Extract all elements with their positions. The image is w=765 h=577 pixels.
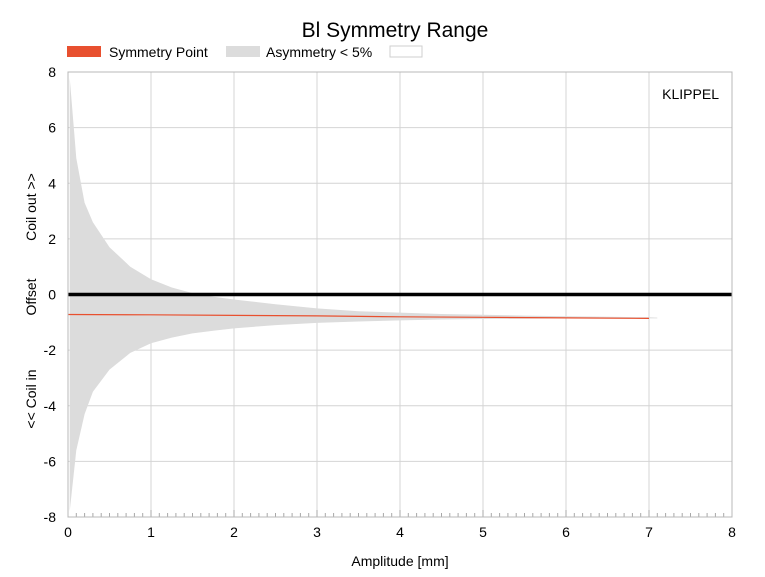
minor-ticks bbox=[75, 510, 725, 517]
symmetry-point-line bbox=[67, 313, 650, 319]
y-tick-label: -8 bbox=[44, 509, 57, 525]
x-tick-label: 5 bbox=[479, 524, 487, 540]
x-tick-label: 2 bbox=[230, 524, 238, 540]
y-tick-label: -4 bbox=[44, 398, 57, 414]
x-tick-label: 4 bbox=[396, 524, 404, 540]
legend-swatch-asymmetry bbox=[226, 46, 260, 57]
x-tick-labels: 0 1 2 3 4 5 6 7 8 bbox=[64, 524, 736, 540]
watermark: KLIPPEL bbox=[662, 86, 719, 102]
y-tick-labels: -8 -6 -4 -2 0 2 4 6 8 bbox=[44, 64, 57, 525]
x-tick-label: 0 bbox=[64, 524, 72, 540]
y-tick-label: 6 bbox=[48, 120, 56, 136]
legend-label-symmetry-point: Symmetry Point bbox=[109, 44, 208, 60]
plot-frame bbox=[67, 71, 733, 518]
y-tick-label: 0 bbox=[48, 287, 56, 303]
legend-swatch-empty bbox=[389, 45, 423, 58]
y-axis-label-coil-in: << Coil in bbox=[23, 369, 39, 428]
y-axis-label-offset: Offset bbox=[23, 278, 39, 315]
x-tick-label: 1 bbox=[147, 524, 155, 540]
y-axis-label-coil-out: Coil out >> bbox=[23, 173, 39, 241]
series-lines-layer bbox=[67, 292, 732, 319]
y-tick-label: -6 bbox=[44, 453, 57, 469]
y-tick-label: 4 bbox=[48, 175, 56, 191]
legend: Symmetry Point Asymmetry < 5% bbox=[67, 44, 423, 60]
x-axis-label: Amplitude [mm] bbox=[351, 553, 448, 569]
x-tick-label: 6 bbox=[562, 524, 570, 540]
chart-title: Bl Symmetry Range bbox=[302, 19, 489, 42]
x-tick-label: 8 bbox=[728, 524, 736, 540]
legend-swatch-symmetry-point bbox=[67, 46, 101, 57]
y-tick-label: 8 bbox=[48, 64, 56, 80]
y-tick-label: -2 bbox=[44, 342, 57, 358]
y-tick-label: 2 bbox=[48, 231, 56, 247]
legend-label-asymmetry: Asymmetry < 5% bbox=[266, 44, 372, 60]
x-tick-label: 7 bbox=[645, 524, 653, 540]
x-tick-label: 3 bbox=[313, 524, 321, 540]
